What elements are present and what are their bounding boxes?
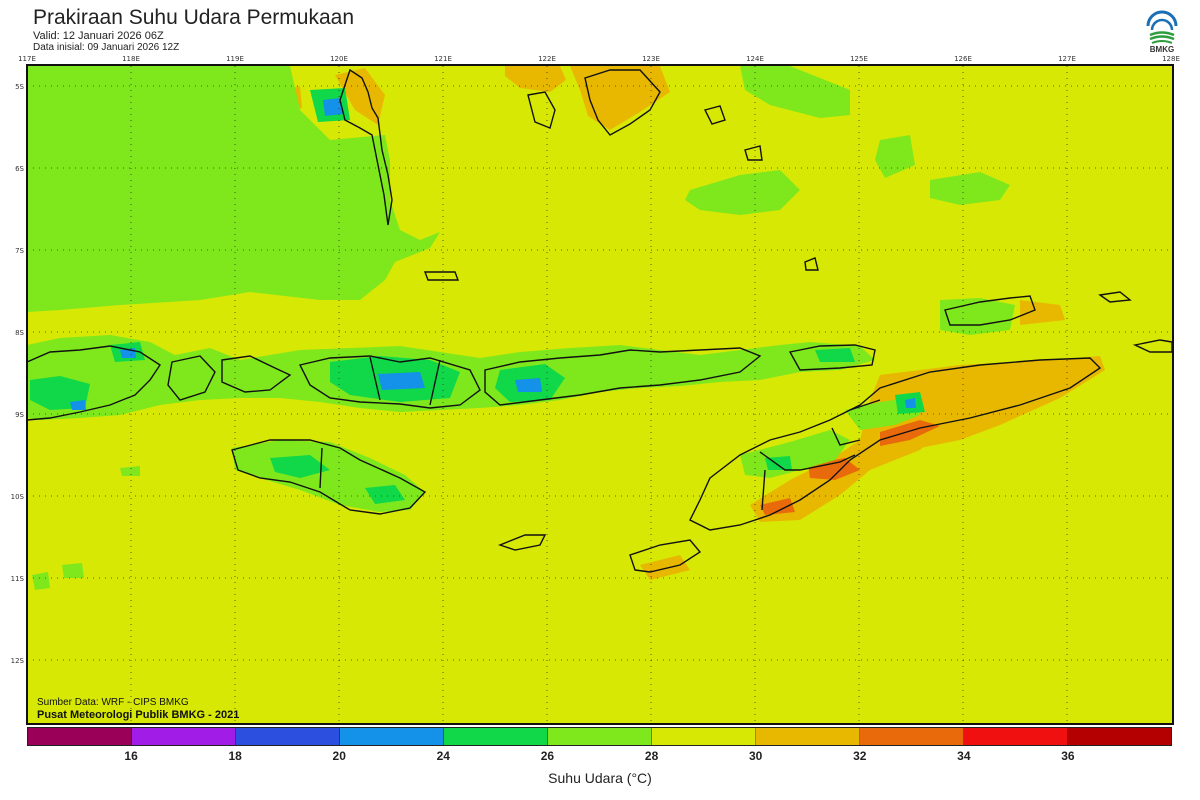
lat-label-11s: 11S	[11, 575, 25, 583]
colorbar-label: 34	[957, 749, 971, 763]
lon-label-127: 127E	[1058, 55, 1076, 63]
colorbar-label: 36	[1061, 749, 1075, 763]
lat-label-10s: 10S	[11, 493, 25, 501]
temperature-colorbar	[27, 727, 1172, 746]
lat-label-8s: 8S	[15, 329, 24, 337]
colorbar-segment	[652, 728, 756, 745]
colorbar-segment	[964, 728, 1068, 745]
latitude-labels: 5S 6S 7S 8S 9S 10S 11S 12S	[11, 83, 25, 665]
lon-label-122: 122E	[538, 55, 556, 63]
colorbar-label: 16	[124, 749, 138, 763]
valid-time: Valid: 12 Januari 2026 06Z	[33, 30, 164, 42]
colorbar-segment	[132, 728, 236, 745]
colorbar-labels: 16 18 20 24 26 28 30 32 34 36	[27, 749, 1172, 765]
initial-time: Data inisial: 09 Januari 2026 12Z	[33, 42, 180, 53]
blue-cores	[70, 98, 916, 410]
lon-label-126: 126E	[954, 55, 972, 63]
lon-label-123: 123E	[642, 55, 660, 63]
bmkg-logo-icon	[1146, 10, 1178, 44]
lat-label-7s: 7S	[15, 247, 24, 255]
colorbar-segment	[444, 728, 548, 745]
colorbar-label: 24	[436, 749, 450, 763]
colorbar-label: 28	[644, 749, 659, 763]
coastlines	[26, 68, 1173, 573]
colorbar-unit-label: Suhu Udara (°C)	[548, 770, 652, 786]
graticule	[27, 66, 1173, 724]
colorbar-label: 30	[748, 749, 763, 763]
lat-label-9s: 9S	[15, 411, 24, 419]
logo-text: BMKG	[1149, 45, 1175, 54]
lon-label-118: 118E	[122, 55, 140, 63]
lon-label-128: 128E	[1162, 55, 1180, 63]
colorbar-label: 26	[540, 749, 555, 763]
colorbar-segment	[548, 728, 652, 745]
lat-label-5s: 5S	[15, 83, 24, 91]
map-frame	[26, 64, 1174, 725]
colorbar-label: 18	[228, 749, 242, 763]
data-source-credit: Sumber Data: WRF - CIPS BMKG	[37, 697, 189, 708]
colorbar-segment	[340, 728, 444, 745]
lon-label-120: 120E	[330, 55, 348, 63]
map-title: Prakiraan Suhu Udara Permukaan	[33, 6, 355, 29]
colorbar-segment	[28, 728, 132, 745]
lon-label-125: 125E	[850, 55, 868, 63]
colorbar-segment	[236, 728, 340, 745]
lon-label-119: 119E	[226, 55, 244, 63]
colorbar-label: 32	[853, 749, 867, 763]
lon-label-117: 117E	[18, 55, 36, 63]
lon-label-124: 124E	[746, 55, 764, 63]
colorbar-segment	[1068, 728, 1171, 745]
lat-label-12s: 12S	[11, 657, 25, 665]
colorbar-segment	[756, 728, 860, 745]
lat-label-6s: 6S	[15, 165, 24, 173]
colorbar-segment	[860, 728, 964, 745]
longitude-labels: 117E 118E 119E 120E 121E 122E 123E 124E …	[18, 55, 1180, 63]
colorbar-label: 20	[332, 749, 346, 763]
lon-label-121: 121E	[434, 55, 452, 63]
agency-credit: Pusat Meteorologi Publik BMKG - 2021	[37, 709, 240, 721]
